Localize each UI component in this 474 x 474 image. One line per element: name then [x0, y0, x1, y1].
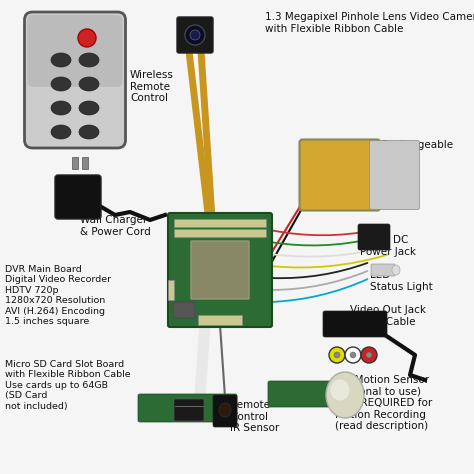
- Ellipse shape: [51, 77, 71, 91]
- Text: 500mAh Rechargeable
Lithium Battery: 500mAh Rechargeable Lithium Battery: [335, 140, 453, 162]
- Text: Wireless
Remote
Control: Wireless Remote Control: [130, 70, 174, 103]
- Ellipse shape: [79, 101, 99, 115]
- Circle shape: [334, 352, 340, 358]
- Bar: [174, 219, 266, 227]
- FancyBboxPatch shape: [213, 395, 237, 427]
- FancyBboxPatch shape: [371, 264, 395, 276]
- Ellipse shape: [79, 53, 99, 67]
- Text: DVR Main Board
Digital Video Recorder
HDTV 720p
1280x720 Resolution
AVI (H.264) : DVR Main Board Digital Video Recorder HD…: [5, 265, 111, 326]
- Bar: [72, 157, 78, 169]
- Circle shape: [190, 30, 200, 40]
- Ellipse shape: [219, 403, 231, 417]
- Text: Video Out Jack
& RCA Cable: Video Out Jack & RCA Cable: [350, 305, 426, 327]
- Text: PIR Motion Sensor
(optional to use)
NOT REQUIRED for
Motion Recording
(read desc: PIR Motion Sensor (optional to use) NOT …: [335, 375, 432, 431]
- Circle shape: [185, 25, 205, 45]
- Ellipse shape: [51, 101, 71, 115]
- Ellipse shape: [79, 77, 99, 91]
- FancyBboxPatch shape: [358, 224, 390, 250]
- Circle shape: [329, 347, 345, 363]
- Circle shape: [361, 347, 377, 363]
- Circle shape: [78, 29, 96, 47]
- FancyBboxPatch shape: [268, 381, 337, 407]
- FancyBboxPatch shape: [138, 394, 237, 422]
- FancyBboxPatch shape: [25, 12, 126, 148]
- Bar: [198, 315, 242, 325]
- FancyBboxPatch shape: [173, 302, 195, 318]
- FancyBboxPatch shape: [177, 17, 213, 53]
- Text: 1.3 Megapixel Pinhole Lens Video Camera
with Flexible Ribbon Cable: 1.3 Megapixel Pinhole Lens Video Camera …: [265, 12, 474, 34]
- FancyBboxPatch shape: [174, 399, 204, 421]
- FancyBboxPatch shape: [300, 139, 380, 210]
- Text: LED
Status Light: LED Status Light: [370, 270, 433, 292]
- Circle shape: [345, 347, 361, 363]
- FancyBboxPatch shape: [323, 311, 387, 337]
- Ellipse shape: [51, 53, 71, 67]
- FancyBboxPatch shape: [27, 15, 122, 87]
- Text: Wall Charger
& Power Cord: Wall Charger & Power Cord: [80, 215, 151, 237]
- Ellipse shape: [392, 265, 400, 275]
- Bar: [174, 229, 266, 237]
- Text: 5 Volt DC
Power Jack: 5 Volt DC Power Jack: [360, 235, 416, 256]
- FancyBboxPatch shape: [370, 140, 419, 210]
- Bar: [168, 280, 174, 300]
- Ellipse shape: [330, 379, 350, 401]
- FancyBboxPatch shape: [191, 241, 249, 299]
- Text: Micro SD Card Slot Board
with Flexible Ribbon Cable
Use cards up to 64GB
(SD Car: Micro SD Card Slot Board with Flexible R…: [5, 360, 131, 410]
- Circle shape: [350, 352, 356, 358]
- Ellipse shape: [51, 125, 71, 139]
- Bar: [82, 157, 88, 169]
- Ellipse shape: [326, 372, 364, 418]
- Ellipse shape: [79, 125, 99, 139]
- Text: Remote
Control
IR Sensor: Remote Control IR Sensor: [230, 400, 279, 433]
- FancyBboxPatch shape: [168, 213, 272, 327]
- FancyBboxPatch shape: [55, 175, 101, 219]
- Circle shape: [366, 352, 372, 358]
